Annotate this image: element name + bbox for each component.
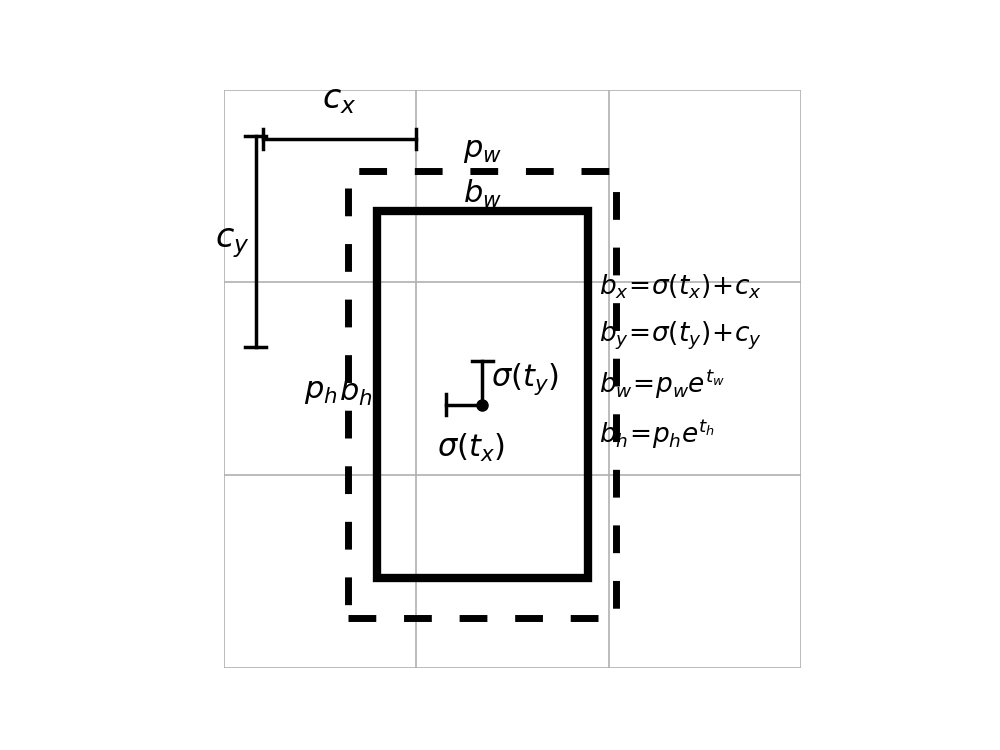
Text: $b_y\!=\!\sigma(t_y)\!+\!c_y$: $b_y\!=\!\sigma(t_y)\!+\!c_y$ [599,320,762,352]
Text: $p_h$: $p_h$ [304,377,338,406]
Text: $p_w$: $p_w$ [463,136,502,165]
Text: $c_y$: $c_y$ [215,226,250,260]
Text: $b_h\!=\!p_h e^{t_h}$: $b_h\!=\!p_h e^{t_h}$ [599,417,715,451]
Text: $c_x$: $c_x$ [322,83,356,116]
Text: $b_w$: $b_w$ [463,178,502,210]
Bar [348,171,616,619]
Text: $b_x\!=\!\sigma(t_x)\!+\!c_x$: $b_x\!=\!\sigma(t_x)\!+\!c_x$ [599,272,762,301]
Text: $b_h$: $b_h$ [339,376,372,407]
Text: $\sigma(t_x)$: $\sigma(t_x)$ [437,432,505,464]
Text: $b_w\!=\!p_w e^{t_w}$: $b_w\!=\!p_w e^{t_w}$ [599,368,725,401]
Bar [377,211,588,578]
Text: $\sigma(t_y)$: $\sigma(t_y)$ [491,361,558,397]
